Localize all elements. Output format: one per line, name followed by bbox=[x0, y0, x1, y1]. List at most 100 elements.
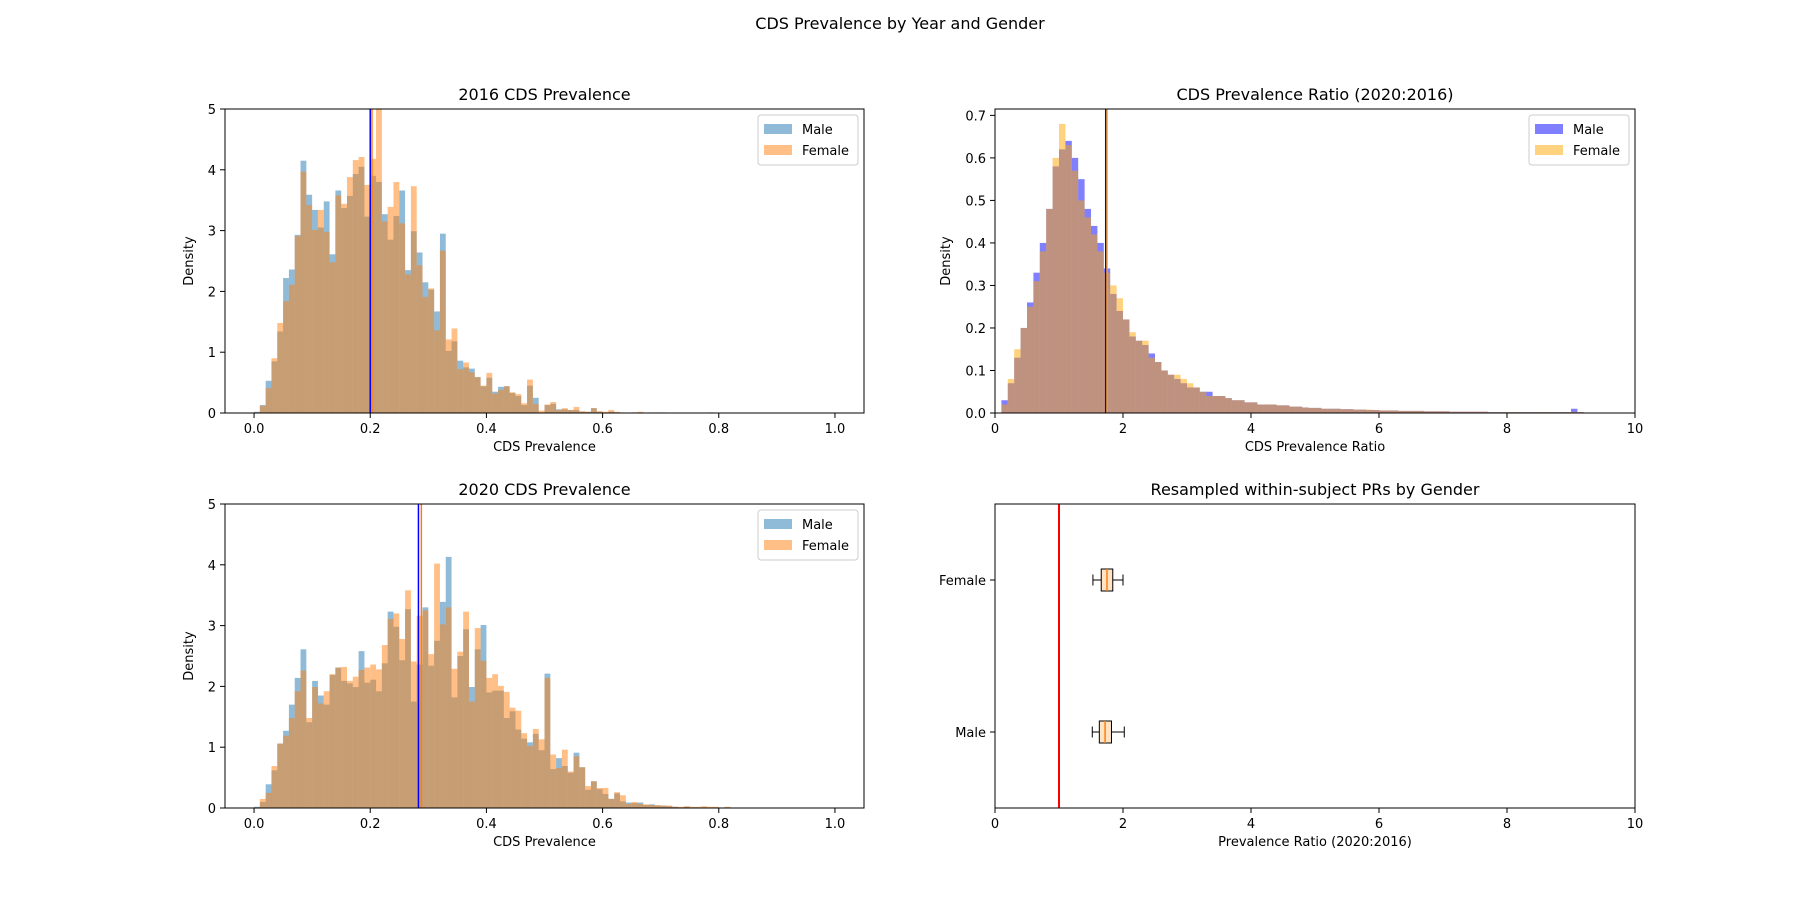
histogram-bar bbox=[521, 403, 528, 413]
histogram-bar bbox=[422, 296, 429, 413]
histogram-bar bbox=[416, 265, 423, 413]
histogram-bar bbox=[405, 274, 411, 413]
histogram-bar bbox=[445, 607, 452, 808]
y-tick-label: 0.0 bbox=[965, 407, 986, 422]
histogram-bar bbox=[1257, 404, 1264, 413]
histogram-bar bbox=[515, 394, 522, 413]
histogram-bar bbox=[503, 691, 510, 808]
histogram-bar bbox=[259, 405, 266, 413]
histogram-bar bbox=[1212, 395, 1219, 413]
figure-title: CDS Prevalence by Year and Gender bbox=[755, 14, 1045, 33]
histogram-bar bbox=[689, 806, 696, 808]
x-tick-label: 0.0 bbox=[244, 817, 265, 832]
histogram-bar bbox=[387, 206, 394, 413]
histogram-bar bbox=[654, 804, 661, 808]
histogram-bar bbox=[1251, 402, 1258, 413]
histogram-bar bbox=[1142, 340, 1149, 413]
y-tick-label: 3 bbox=[208, 225, 216, 240]
histogram-bar bbox=[346, 680, 353, 808]
histogram-bar bbox=[1571, 411, 1578, 413]
histogram-bar bbox=[1007, 378, 1015, 413]
histogram-bar bbox=[474, 628, 481, 808]
histogram-bar bbox=[1155, 361, 1162, 413]
histogram-bar bbox=[527, 745, 533, 808]
histogram-bar bbox=[672, 806, 679, 808]
histogram-bar bbox=[1091, 234, 1098, 413]
histogram-bar bbox=[358, 669, 365, 808]
histogram-bar bbox=[608, 798, 615, 808]
histogram-bar bbox=[567, 771, 574, 808]
histogram-bar bbox=[329, 674, 336, 808]
histogram-bar bbox=[312, 687, 318, 808]
category-label-male: Male bbox=[955, 726, 986, 741]
histogram-bar bbox=[1033, 281, 1040, 413]
histogram-bar bbox=[637, 803, 644, 808]
histogram-bar bbox=[492, 674, 499, 808]
y-axis-label: Density bbox=[182, 236, 197, 286]
histogram-bar bbox=[358, 157, 365, 413]
histogram-bar bbox=[556, 409, 562, 413]
legend-label-male: Male bbox=[802, 123, 833, 138]
histogram-bar bbox=[579, 411, 586, 413]
x-tick-label: 0.4 bbox=[476, 817, 497, 832]
histogram-bar bbox=[399, 223, 406, 413]
legend-swatch-male bbox=[764, 519, 792, 529]
histogram-bar bbox=[1065, 145, 1072, 413]
histogram-bar bbox=[561, 408, 568, 413]
histogram-bar bbox=[468, 701, 475, 808]
histogram-bar bbox=[1462, 411, 1469, 413]
y-axis-label: Density bbox=[939, 236, 954, 286]
histogram-bar bbox=[532, 403, 539, 413]
histogram-bar bbox=[660, 805, 667, 808]
boxplot-male bbox=[1091, 720, 1125, 744]
x-tick-label: 10 bbox=[1627, 422, 1644, 437]
histogram-bar bbox=[1263, 404, 1271, 413]
histogram-bar bbox=[1161, 370, 1168, 413]
histogram-bar bbox=[1321, 408, 1328, 413]
histogram-bar bbox=[590, 781, 597, 808]
histogram-bar bbox=[271, 766, 278, 808]
histogram-bar bbox=[1180, 378, 1187, 413]
histogram-bar bbox=[1206, 395, 1213, 413]
histogram-bar bbox=[306, 718, 313, 808]
histogram-bar bbox=[335, 667, 342, 808]
histogram-bar bbox=[317, 703, 324, 808]
histogram-bar bbox=[1340, 409, 1347, 413]
y-tick-label: 0 bbox=[208, 802, 216, 817]
y-tick-label: 1 bbox=[208, 741, 216, 756]
y-tick-label: 0.3 bbox=[965, 279, 986, 294]
histogram-bar bbox=[1391, 410, 1399, 413]
histogram-bar bbox=[468, 372, 475, 413]
histogram-bar bbox=[1443, 411, 1450, 413]
histogram-bar bbox=[585, 411, 591, 413]
histogram-bar bbox=[277, 323, 284, 413]
histogram-bar bbox=[1379, 410, 1386, 413]
histogram-bar bbox=[451, 328, 458, 413]
histogram-bar bbox=[620, 795, 626, 808]
histogram-bar bbox=[1238, 400, 1245, 413]
histogram-bar bbox=[498, 685, 504, 808]
x-axis-label: Prevalence Ratio (2020:2016) bbox=[1218, 835, 1412, 850]
histogram-bar bbox=[1289, 406, 1296, 413]
series-female-bars bbox=[254, 563, 731, 808]
histogram-bar bbox=[538, 739, 545, 808]
histogram-bar bbox=[1027, 306, 1034, 413]
histogram-bar bbox=[544, 404, 551, 413]
histogram-bar bbox=[550, 754, 557, 808]
histogram-bar bbox=[480, 385, 487, 413]
legend-label-male: Male bbox=[1573, 123, 1604, 138]
histogram-bar bbox=[486, 372, 493, 413]
histogram-bar bbox=[532, 728, 539, 808]
histogram-bar bbox=[410, 186, 417, 413]
legend: Male Female bbox=[757, 509, 859, 561]
histogram-bar bbox=[445, 339, 452, 413]
histogram-bar bbox=[596, 787, 603, 808]
histogram-bar bbox=[707, 806, 713, 808]
histogram-bar bbox=[323, 231, 330, 413]
axes-title: CDS Prevalence Ratio (2020:2016) bbox=[1176, 85, 1453, 104]
legend-swatch-female bbox=[1535, 145, 1563, 155]
histogram-bar bbox=[352, 676, 359, 808]
y-tick-label: 0.2 bbox=[965, 322, 986, 337]
histogram-bar bbox=[341, 666, 347, 808]
